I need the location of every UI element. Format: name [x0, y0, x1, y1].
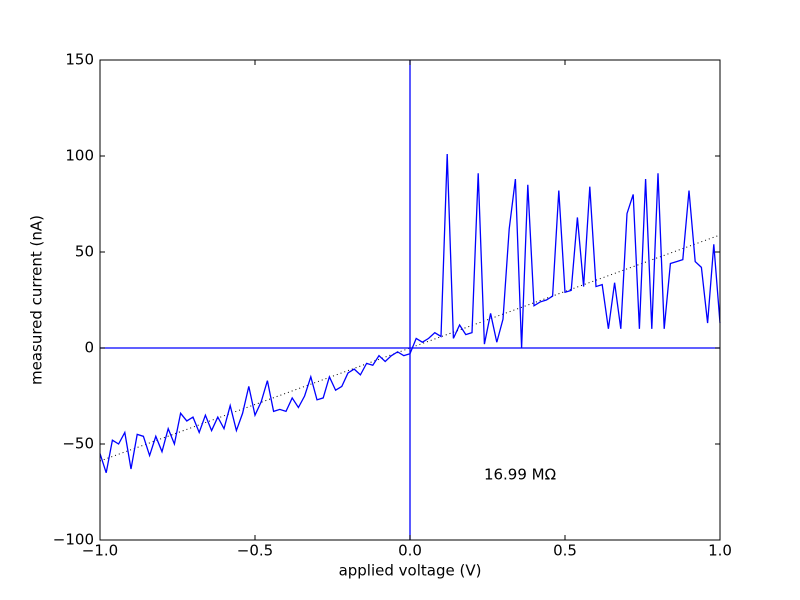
x-tick-label: −0.5	[237, 542, 273, 560]
y-tick-label: −100	[53, 531, 94, 549]
x-tick-label: 0.0	[398, 542, 422, 560]
x-tick-label: 0.5	[553, 542, 577, 560]
y-tick-label: −50	[62, 435, 94, 453]
y-tick-label: 100	[65, 147, 94, 165]
annotation: 16.99 MΩ	[484, 466, 556, 484]
x-axis-label: applied voltage (V)	[339, 562, 482, 580]
x-tick-label: 1.0	[708, 542, 732, 560]
x-tick-label: −1.0	[82, 542, 118, 560]
y-tick-label: 50	[75, 243, 94, 261]
y-tick-label: 0	[84, 339, 94, 357]
y-axis-label: measured current (nA)	[28, 215, 46, 385]
y-tick-label: 150	[65, 51, 94, 69]
